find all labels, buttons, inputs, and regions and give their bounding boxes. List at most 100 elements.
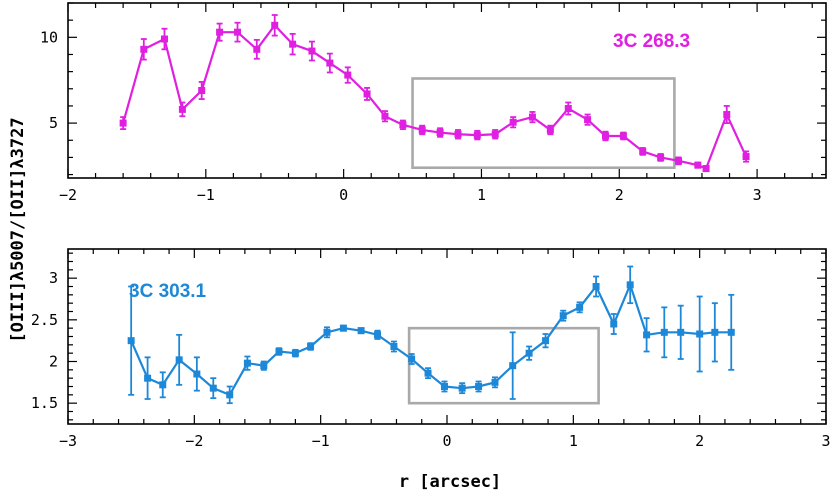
data-point xyxy=(576,303,584,311)
x-tick-label: 1 xyxy=(569,432,578,450)
x-tick-label: 0 xyxy=(339,186,348,204)
data-point xyxy=(742,153,750,161)
data-point xyxy=(275,348,283,355)
data-point xyxy=(491,378,499,386)
data-point xyxy=(357,327,365,335)
data-point xyxy=(475,383,483,390)
data-point xyxy=(546,126,554,134)
data-point xyxy=(175,356,183,364)
data-point xyxy=(198,87,206,94)
data-point xyxy=(381,112,389,120)
data-point xyxy=(260,362,268,370)
data-point xyxy=(408,355,416,363)
data-point xyxy=(473,131,481,139)
data-point xyxy=(626,281,634,289)
series-line xyxy=(130,281,732,397)
data-point xyxy=(491,130,499,138)
y-tick-label: 2 xyxy=(49,353,58,371)
series-annotation: 3C 303.1 xyxy=(129,281,207,302)
data-point xyxy=(440,383,448,390)
data-point xyxy=(140,45,148,53)
data-point xyxy=(677,328,685,336)
data-point xyxy=(144,374,152,382)
data-point xyxy=(234,28,242,36)
data-point xyxy=(694,161,702,169)
x-tick-label: −2 xyxy=(59,186,77,204)
x-tick-label: −1 xyxy=(312,432,330,450)
data-point xyxy=(307,343,315,350)
y-axis-label: [OIII]λ5007/[OII]λ3727 xyxy=(8,117,28,342)
data-point xyxy=(374,331,382,339)
data-point xyxy=(253,45,261,53)
data-point xyxy=(454,130,462,138)
data-point xyxy=(363,90,371,98)
data-point xyxy=(619,132,627,140)
x-tick-label: −2 xyxy=(185,432,203,450)
data-point xyxy=(159,381,167,389)
data-point xyxy=(178,105,186,113)
data-point xyxy=(216,28,224,36)
data-point xyxy=(509,362,517,370)
data-point xyxy=(610,320,618,328)
data-point xyxy=(601,132,609,140)
data-point xyxy=(271,21,279,29)
region-box xyxy=(411,77,676,170)
x-axis-label: r [arcsec] xyxy=(399,472,501,492)
series-annotation: 3C 268.3 xyxy=(613,31,690,52)
data-point xyxy=(119,119,127,127)
bottom-panel-3c-303-1: −3 −2 −1 0 1 2 3 1.5 2 2.5 3 3C 303.1 xyxy=(31,248,831,450)
y-tick-label: 5 xyxy=(49,114,58,132)
data-point xyxy=(528,113,536,121)
data-point xyxy=(727,328,735,336)
data-point xyxy=(723,111,731,119)
x-tick-label: −3 xyxy=(59,432,77,450)
data-point xyxy=(559,312,567,320)
data-point xyxy=(564,105,572,113)
data-point xyxy=(209,384,217,392)
data-point xyxy=(702,165,710,173)
data-point xyxy=(639,147,647,155)
data-point xyxy=(226,391,234,399)
data-point xyxy=(323,328,331,336)
data-point xyxy=(660,328,668,336)
data-point xyxy=(308,47,316,55)
y-tick-label: 3 xyxy=(49,269,58,287)
x-tick-label: 0 xyxy=(442,432,451,450)
x-tick-label: 2 xyxy=(615,186,624,204)
data-point xyxy=(696,330,704,338)
data-point xyxy=(592,283,600,290)
data-point xyxy=(291,349,299,357)
plot-frame xyxy=(67,2,827,179)
x-tick-label: 1 xyxy=(477,186,486,204)
y-tick-label: 1.5 xyxy=(31,394,58,412)
x-tick-label: 3 xyxy=(821,432,830,450)
data-point xyxy=(399,121,407,129)
y-tick-label: 2.5 xyxy=(31,311,58,329)
data-point xyxy=(160,35,168,43)
x-tick-label: 3 xyxy=(753,186,762,204)
data-point xyxy=(509,118,517,126)
data-point xyxy=(390,343,398,350)
data-point xyxy=(339,324,347,332)
data-point xyxy=(542,337,550,345)
data-point xyxy=(643,331,651,339)
data-point xyxy=(424,369,432,377)
y-tick-label: 10 xyxy=(40,28,58,46)
plot-frame xyxy=(67,248,827,425)
data-point xyxy=(525,349,533,357)
data-point xyxy=(675,157,683,165)
top-panel-3c-268-3: −2 −1 0 1 2 3 5 10 3C 268.3 xyxy=(40,2,827,204)
data-point xyxy=(657,153,665,161)
x-tick-label: −1 xyxy=(197,186,215,204)
x-tick-label: 2 xyxy=(695,432,704,450)
data-point xyxy=(344,71,352,79)
data-point xyxy=(243,359,251,367)
data-point xyxy=(418,126,426,134)
data-point xyxy=(289,40,297,48)
data-point xyxy=(436,129,444,137)
data-point xyxy=(326,59,334,67)
data-point xyxy=(127,337,135,345)
data-point xyxy=(711,328,719,336)
data-point xyxy=(584,116,592,124)
